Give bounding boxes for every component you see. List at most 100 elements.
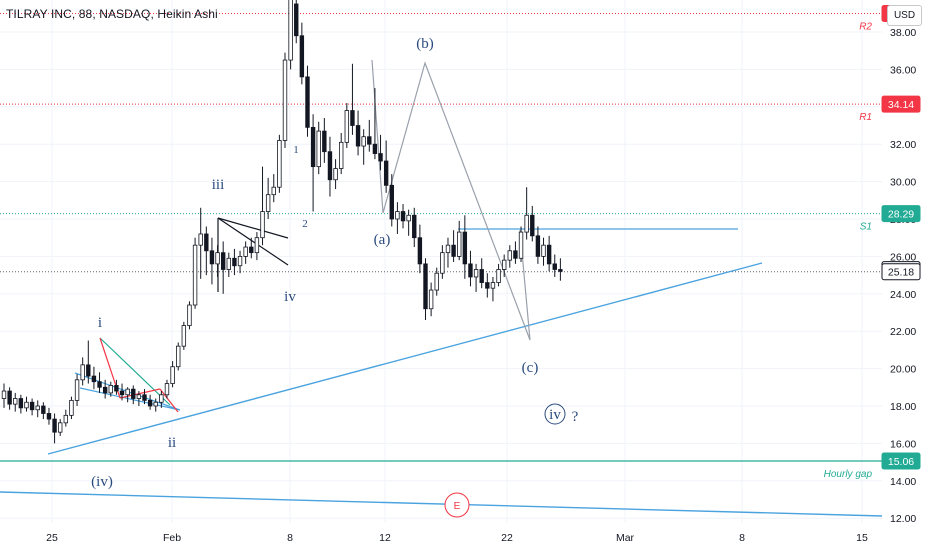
candle-body (136, 394, 142, 399)
wedge-lower-line (79, 387, 181, 411)
candle-body (58, 422, 63, 433)
level-label-hourly-gap: Hourly gap (824, 469, 873, 480)
price-tick-11: 16.00 (890, 438, 916, 450)
candle-body (327, 151, 333, 181)
candle-body (400, 211, 406, 222)
candle-body (462, 231, 468, 265)
candle-body (13, 398, 18, 405)
candle-body (513, 250, 518, 259)
candle-body (546, 244, 552, 265)
candle-body (383, 160, 389, 186)
time-tick-5: Mar (616, 532, 635, 544)
candle-body (1, 390, 7, 399)
candle-body (74, 379, 80, 401)
price-marker-label-4: 25.18 (888, 267, 914, 279)
candle-body (361, 136, 366, 147)
wave-label-3: iv (284, 289, 296, 305)
price-marker-box-2 (881, 205, 921, 223)
candle-body (552, 263, 557, 270)
price-tick-0: 38.00 (890, 27, 916, 39)
candle-body (344, 110, 350, 143)
abc-wave-path (371, 59, 531, 341)
price-tick-3: 32.00 (890, 139, 916, 151)
currency-button[interactable]: USD (887, 5, 922, 26)
wave-label-7: (c) (522, 360, 539, 376)
candle-body (147, 399, 153, 407)
price-tick-4: 30.00 (890, 177, 916, 189)
candle-body (485, 282, 490, 289)
wave-label-6: (b) (416, 36, 434, 52)
candle-body (170, 366, 175, 384)
wave-iv-circle (544, 403, 566, 425)
wave-label-1: ii (168, 435, 176, 451)
candle-body (265, 194, 271, 212)
candle-body (164, 383, 170, 396)
candle-body (142, 394, 147, 401)
candle-body (299, 35, 305, 78)
candle-body (412, 214, 417, 239)
candle-body (204, 233, 209, 252)
candle-body (102, 386, 108, 394)
candle-body (558, 269, 563, 272)
price-tick-10: 18.00 (890, 401, 916, 413)
event-marker-label: E (454, 501, 461, 512)
price-marker-box-1 (881, 95, 921, 113)
candle-body (389, 184, 394, 220)
candle-body (350, 110, 355, 126)
candle-body (434, 272, 439, 291)
candle-body (428, 289, 434, 310)
candle-body (445, 244, 451, 254)
red-wave-3 (159, 388, 179, 413)
price-marker-box-5 (881, 452, 921, 470)
candle-body (108, 385, 113, 394)
candle-body (338, 141, 344, 169)
candle-body (479, 269, 484, 283)
candle-body (63, 414, 69, 424)
candle-body (159, 394, 164, 403)
candle-body (35, 405, 40, 411)
candle-body (468, 263, 473, 278)
level-label-s1: S1 (860, 222, 872, 233)
price-tick-9: 20.00 (890, 364, 916, 376)
candle-body (80, 364, 85, 381)
long-trendline (0, 491, 883, 517)
candle-body (277, 140, 282, 188)
candle-body (507, 250, 512, 261)
wave-label-8: 1 (293, 144, 299, 156)
candle-body (316, 130, 321, 168)
candle-body (232, 257, 237, 267)
time-tick-0: 25 (46, 532, 58, 544)
candle-body (496, 269, 501, 283)
candle-body (457, 231, 462, 257)
candle-body (305, 76, 310, 128)
price-marker-label-5: 15.06 (888, 456, 914, 468)
candle-body (69, 399, 74, 416)
candle-body (198, 233, 203, 246)
time-tick-6: 8 (739, 532, 745, 544)
candle-body (119, 390, 125, 396)
candle-body (423, 263, 428, 310)
candle-body (249, 246, 254, 254)
candle-body (125, 388, 130, 396)
candle-body (18, 398, 24, 409)
wave-label-9: 2 (302, 218, 308, 230)
candle-body (243, 246, 248, 257)
candle-body (97, 381, 102, 388)
triangle-upper-line (217, 217, 289, 239)
wave-label-0: i (98, 315, 102, 331)
level-label-r2: R2 (859, 21, 872, 32)
candle-body (395, 211, 400, 220)
candle-body (91, 375, 97, 383)
candle-body (7, 390, 12, 405)
candle-body (131, 388, 136, 399)
candle-body (473, 269, 479, 278)
trendlines (0, 59, 883, 517)
candle-body (86, 364, 91, 377)
red-wave-2 (119, 388, 161, 399)
time-tick-3: 12 (379, 532, 391, 544)
price-marker-label-2: 28.29 (888, 209, 914, 221)
price-tick-13: 12.00 (890, 513, 916, 525)
